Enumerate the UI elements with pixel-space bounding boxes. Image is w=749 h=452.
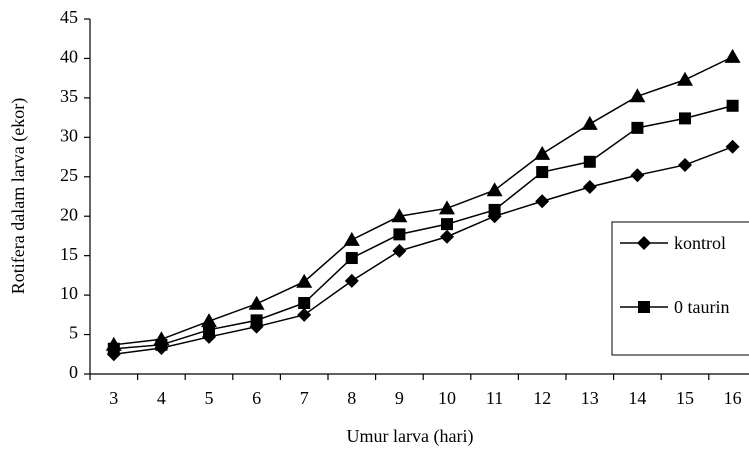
marker: [724, 48, 741, 63]
y-tick-label: 40: [60, 47, 78, 67]
series-line: [113, 105, 733, 350]
series-line: [113, 146, 733, 356]
marker: [631, 121, 644, 134]
marker: [725, 139, 740, 154]
x-tick-label: 6: [252, 388, 261, 408]
marker: [392, 243, 407, 258]
marker: [638, 301, 650, 313]
marker: [582, 180, 597, 195]
legend-label: kontrol: [674, 233, 726, 253]
y-tick-label: 5: [69, 323, 78, 343]
marker: [248, 295, 265, 310]
marker: [583, 155, 596, 168]
x-tick-label: 13: [581, 388, 599, 408]
x-tick-label: 10: [438, 388, 456, 408]
marker: [581, 115, 598, 130]
y-axis-label: Rotifera dalam larva (ekor): [8, 98, 29, 294]
x-tick-label: 4: [157, 388, 166, 408]
marker: [486, 182, 503, 197]
marker: [391, 208, 408, 223]
marker: [536, 166, 549, 179]
y-tick-label: 15: [60, 244, 78, 264]
x-tick-label: 14: [628, 388, 646, 408]
marker: [105, 336, 122, 351]
marker: [534, 145, 551, 160]
marker: [344, 273, 359, 288]
marker: [343, 231, 360, 246]
marker: [153, 331, 170, 346]
x-tick-label: 15: [676, 388, 694, 408]
y-tick-label: 0: [69, 362, 78, 382]
marker: [678, 157, 692, 172]
x-tick-label: 7: [300, 388, 309, 408]
marker: [345, 252, 358, 265]
x-tick-label: 8: [347, 388, 356, 408]
marker: [637, 236, 651, 250]
y-tick-label: 35: [60, 86, 78, 106]
legend-label: 0 taurin: [674, 297, 730, 317]
marker: [488, 203, 501, 216]
legend-entry: kontrol: [674, 233, 726, 253]
marker: [250, 314, 263, 327]
marker: [629, 88, 646, 103]
legend-box: [611, 221, 749, 356]
marker: [630, 168, 645, 183]
marker: [439, 200, 455, 215]
x-tick-label: 5: [205, 388, 214, 408]
y-tick-label: 20: [60, 204, 78, 224]
marker: [440, 229, 454, 244]
x-axis-label: Umur larva (hari): [347, 426, 474, 447]
y-tick-label: 30: [60, 125, 78, 145]
legend-entry: 0 taurin: [674, 297, 730, 317]
marker: [726, 99, 739, 112]
marker: [441, 218, 453, 231]
x-tick-label: 3: [109, 388, 118, 408]
marker: [677, 71, 693, 86]
y-tick-label: 45: [60, 7, 78, 27]
marker: [535, 194, 550, 209]
y-tick-label: 25: [60, 165, 78, 185]
marker: [297, 307, 312, 322]
marker: [393, 228, 406, 241]
y-tick-label: 10: [60, 283, 78, 303]
x-tick-label: 11: [486, 388, 503, 408]
marker: [296, 273, 313, 288]
x-tick-label: 12: [533, 388, 551, 408]
marker: [298, 297, 311, 309]
x-tick-label: 9: [395, 388, 404, 408]
marker: [201, 313, 217, 328]
marker: [679, 112, 691, 125]
series-line: [113, 56, 733, 346]
x-tick-label: 16: [724, 388, 742, 408]
